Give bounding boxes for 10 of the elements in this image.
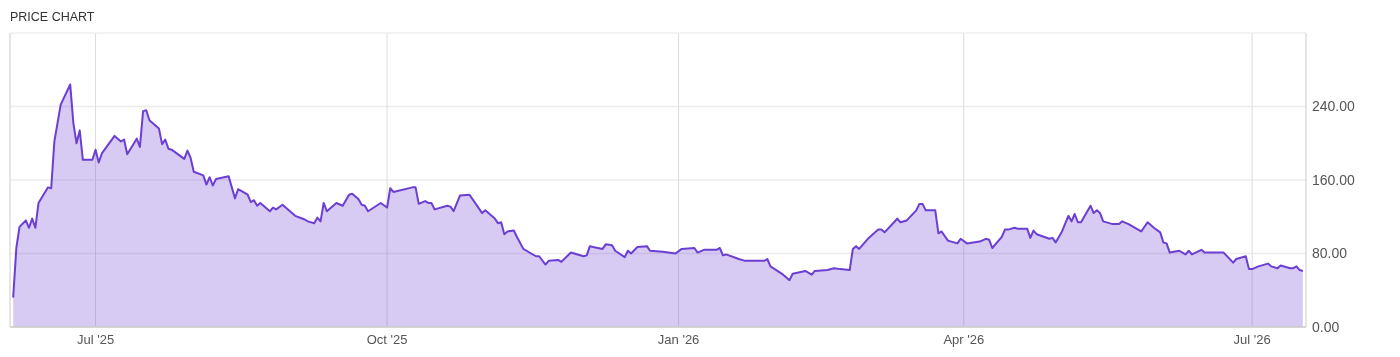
x-tick-label: Jan '26 [657, 332, 700, 347]
y-tick-label: 240.00 [1312, 98, 1356, 115]
x-tick-label: Jul '25 [76, 332, 115, 347]
x-tick-label: Jul '26 [1233, 332, 1271, 347]
x-tick-label: Oct '25 [366, 332, 408, 347]
y-tick-label: 80.00 [1312, 245, 1348, 262]
y-tick-label: 0.00 [1312, 318, 1340, 335]
y-tick-label: 160.00 [1312, 171, 1356, 188]
chart-title: PRICE CHART [10, 10, 95, 24]
x-tick-label: Apr '26 [943, 332, 985, 347]
